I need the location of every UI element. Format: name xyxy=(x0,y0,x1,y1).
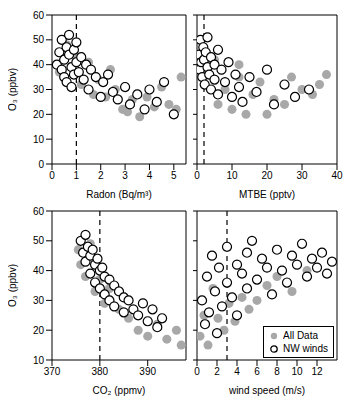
svg-text:60: 60 xyxy=(33,206,45,217)
svg-text:30: 30 xyxy=(33,295,45,306)
svg-text:60: 60 xyxy=(33,10,45,21)
svg-text:10: 10 xyxy=(33,355,45,366)
svg-text:20: 20 xyxy=(33,109,45,120)
svg-text:4: 4 xyxy=(234,366,240,377)
svg-text:4: 4 xyxy=(147,170,153,181)
svg-text:3: 3 xyxy=(122,170,128,181)
svg-text:380: 380 xyxy=(92,366,109,377)
svg-text:6: 6 xyxy=(254,366,260,377)
svg-text:30: 30 xyxy=(33,84,45,95)
svg-text:20: 20 xyxy=(261,170,273,181)
svg-text:50: 50 xyxy=(33,34,45,45)
svg-text:8: 8 xyxy=(274,366,280,377)
svg-text:wind speed (m/s): wind speed (m/s) xyxy=(228,385,305,396)
svg-text:30: 30 xyxy=(296,170,308,181)
svg-text:2: 2 xyxy=(214,366,220,377)
svg-text:O₃ (ppbv): O₃ (ppbv) xyxy=(8,68,18,111)
svg-text:370: 370 xyxy=(44,366,61,377)
html-text:All Data: All Data xyxy=(283,330,318,341)
svg-text:40: 40 xyxy=(33,265,45,276)
svg-text:5: 5 xyxy=(171,170,177,181)
svg-text:40: 40 xyxy=(33,59,45,70)
svg-text:Radon (Bq/m³): Radon (Bq/m³) xyxy=(86,189,152,200)
svg-text:10: 10 xyxy=(226,170,238,181)
html-text:NW winds: NW winds xyxy=(283,343,328,354)
svg-text:10: 10 xyxy=(33,134,45,145)
svg-text:12: 12 xyxy=(311,366,323,377)
svg-text:1: 1 xyxy=(74,170,80,181)
svg-text:0: 0 xyxy=(194,170,200,181)
svg-text:2: 2 xyxy=(98,170,104,181)
svg-text:0: 0 xyxy=(49,170,55,181)
svg-text:O₃ (ppbv): O₃ (ppbv) xyxy=(8,264,18,307)
svg-text:40: 40 xyxy=(331,170,343,181)
svg-text:20: 20 xyxy=(33,325,45,336)
svg-text:390: 390 xyxy=(139,366,156,377)
svg-text:0: 0 xyxy=(38,159,44,170)
svg-text:50: 50 xyxy=(33,235,45,246)
svg-text:0: 0 xyxy=(194,366,200,377)
svg-text:MTBE (pptv): MTBE (pptv) xyxy=(239,189,295,200)
svg-text:10: 10 xyxy=(291,366,303,377)
svg-text:CO₂ (ppmv): CO₂ (ppmv) xyxy=(93,385,146,396)
